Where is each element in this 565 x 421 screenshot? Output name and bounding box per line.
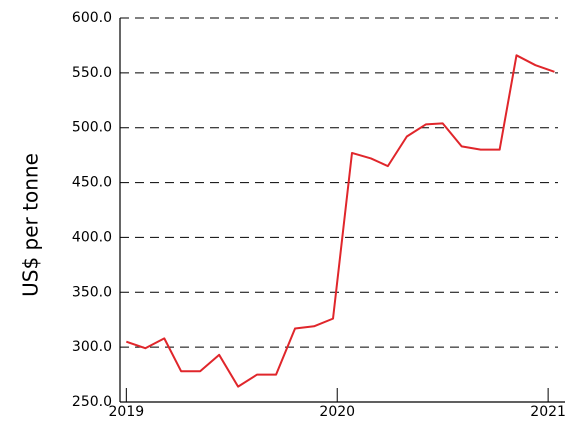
x-tick-label: 2020 [319, 404, 355, 420]
line-series [125, 54, 555, 388]
y-tick-label: 300.0 [72, 339, 112, 355]
y-tick-label: 500.0 [72, 120, 112, 136]
y-tick-label: 600.0 [72, 10, 112, 26]
y-axis-label: US$ per tonne [19, 153, 43, 297]
y-tick-label: 400.0 [72, 229, 112, 245]
y-tick-label: 350.0 [72, 284, 112, 300]
x-tick-label: 2019 [109, 404, 145, 420]
y-tick-label: 450.0 [72, 175, 112, 191]
x-tick-label: 2021 [530, 404, 565, 420]
y-tick-label: 550.0 [72, 65, 112, 81]
y-tick-label: 250.0 [72, 394, 112, 410]
